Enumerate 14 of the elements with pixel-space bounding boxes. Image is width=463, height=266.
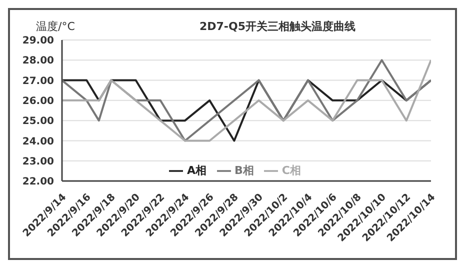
- legend-label: C相: [282, 164, 301, 177]
- y-tick-label: 24.00: [22, 136, 54, 148]
- y-tick-label: 23.00: [22, 156, 54, 168]
- legend-label: B相: [234, 164, 254, 177]
- y-tick-label: 27.00: [22, 76, 54, 87]
- y-tick-label: 28.00: [22, 56, 54, 67]
- y-tick-label: 25.00: [22, 116, 54, 128]
- legend-label: A相: [187, 164, 207, 177]
- y-tick-label: 26.00: [22, 96, 54, 107]
- line-series: [62, 59, 431, 142]
- chart-title: 2D7-Q5开关三相触头温度曲线: [198, 19, 356, 34]
- y-tick-label: 22.00: [22, 176, 54, 188]
- y-axis-title: 温度/°C: [36, 19, 75, 34]
- y-tick-label: 29.00: [22, 36, 54, 47]
